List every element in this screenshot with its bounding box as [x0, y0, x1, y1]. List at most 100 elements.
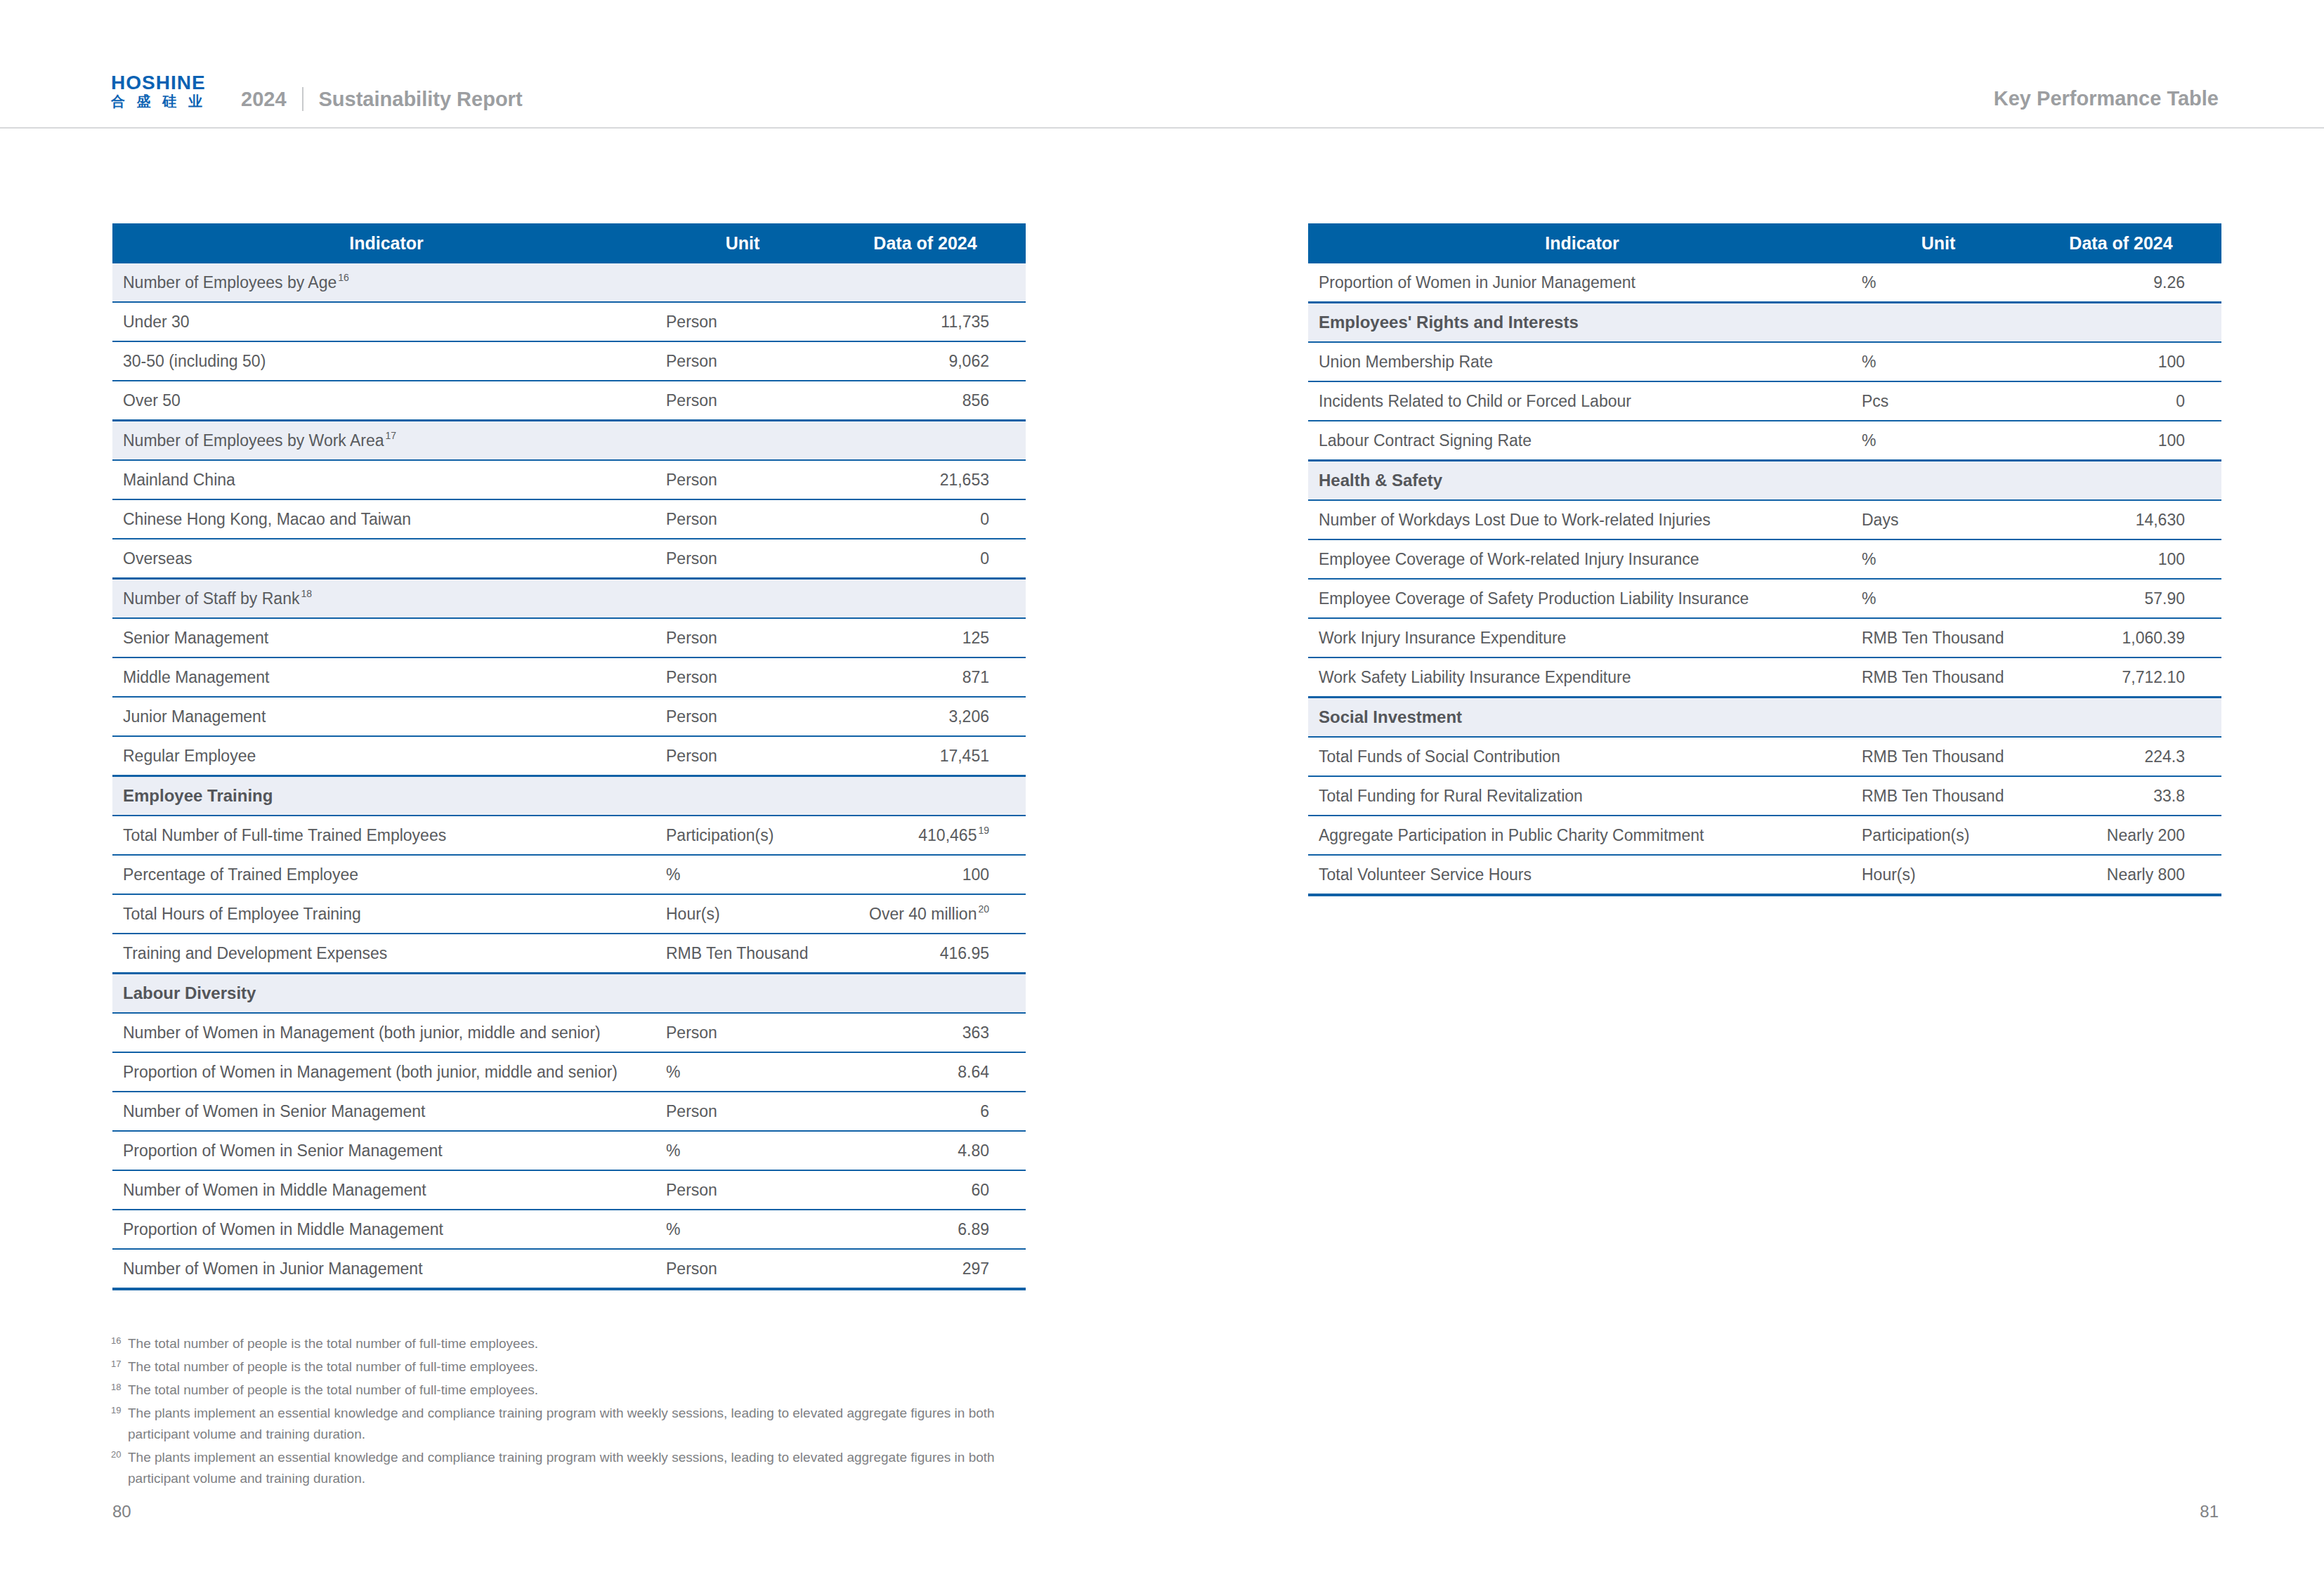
indicator-cell: Employees' Rights and Interests	[1308, 303, 1856, 341]
footnote: 19The plants implement an essential know…	[111, 1403, 1038, 1445]
table-row: Aggregate Participation in Public Charit…	[1308, 815, 2221, 854]
unit-cell: %	[1856, 540, 2021, 578]
value-text: 57.90	[2144, 589, 2185, 608]
footnote-text: The total number of people is the total …	[128, 1380, 1034, 1401]
unit-cell: RMB Ten Thousand	[1856, 619, 2021, 657]
footnote: 16The total number of people is the tota…	[111, 1333, 1038, 1354]
table-row: Total Volunteer Service HoursHour(s)Near…	[1308, 854, 2221, 894]
value-cell	[825, 777, 1026, 815]
unit-cell: %	[660, 1132, 825, 1170]
indicator-cell: Total Number of Full-time Trained Employ…	[112, 816, 660, 854]
indicator-label: Proportion of Women in Middle Management	[123, 1220, 443, 1239]
footnote-reference: 18	[301, 589, 312, 598]
indicator-label: Labour Diversity	[123, 983, 256, 1003]
logo-chinese-char: 业	[188, 93, 202, 110]
footnote-number: 17	[111, 1359, 128, 1380]
indicator-label: Employee Coverage of Work-related Injury…	[1319, 550, 1699, 569]
logo-chinese-char: 合	[111, 93, 125, 110]
table-row: Total Number of Full-time Trained Employ…	[112, 815, 1026, 854]
indicator-cell: Percentage of Trained Employee	[112, 856, 660, 894]
unit-cell: RMB Ten Thousand	[1856, 738, 2021, 776]
value-cell: 100	[2021, 540, 2221, 578]
unit-cell: RMB Ten Thousand	[660, 934, 825, 972]
table-row: Proportion of Women in Junior Management…	[1308, 263, 2221, 301]
footnote-reference: 19	[978, 825, 989, 835]
section-header-row: Number of Employees by Age16	[112, 263, 1026, 301]
table-row: Number of Women in Middle Management Pers…	[112, 1170, 1026, 1209]
report-year: 2024	[241, 88, 287, 111]
value-text: 871	[962, 668, 989, 687]
value-cell: 856	[825, 381, 1026, 419]
indicator-cell: Social Investment	[1308, 698, 1856, 736]
unit-cell	[660, 421, 825, 459]
table-row: Middle ManagementPerson871	[112, 657, 1026, 696]
value-text: 856	[962, 391, 989, 410]
value-cell	[825, 263, 1026, 301]
table-body: Proportion of Women in Junior Management…	[1308, 263, 2221, 894]
indicator-label: Total Volunteer Service Hours	[1319, 865, 1532, 884]
value-text: 100	[2158, 431, 2185, 450]
logo-chinese-char: 盛	[137, 93, 151, 110]
value-cell: 100	[825, 856, 1026, 894]
value-cell: 17,451	[825, 737, 1026, 775]
indicator-label: Total Funding for Rural Revitalization	[1319, 787, 1583, 806]
footnote-number: 16	[111, 1336, 128, 1357]
indicator-cell: Labour Contract Signing Rate	[1308, 421, 1856, 459]
value-cell: 0	[825, 539, 1026, 577]
indicator-cell: Number of Women in Management (both juni…	[112, 1014, 660, 1052]
value-cell: 57.90	[2021, 580, 2221, 617]
section-header-row: Social Investment	[1308, 696, 2221, 736]
indicator-label: Proportion of Women in Junior Management	[1319, 273, 1636, 292]
value-cell: 4.80	[825, 1132, 1026, 1170]
value-cell: 100	[2021, 421, 2221, 459]
indicator-label: Percentage of Trained Employee	[123, 865, 358, 884]
value-cell: 0	[2021, 382, 2221, 420]
indicator-cell: Labour Diversity	[112, 974, 660, 1012]
unit-cell: Person	[660, 539, 825, 577]
indicator-label: Number of Staff by Rank	[123, 589, 299, 608]
unit-cell: Person	[660, 1250, 825, 1288]
table-row: Proportion of Women in Senior Management…	[112, 1130, 1026, 1170]
value-cell	[825, 974, 1026, 1012]
value-text: 11,735	[941, 313, 989, 332]
indicator-cell: Proportion of Women in Senior Management	[112, 1132, 660, 1170]
value-cell: 14,630	[2021, 501, 2221, 539]
indicator-label: Under 30	[123, 313, 190, 332]
indicator-label: Over 50	[123, 391, 181, 410]
value-cell: 6	[825, 1092, 1026, 1130]
value-cell: 100	[2021, 343, 2221, 381]
column-header-indicator: Indicator	[1308, 233, 1856, 254]
indicator-cell: Overseas	[112, 539, 660, 577]
indicator-cell: Proportion of Women in Junior Management	[1308, 263, 1856, 301]
unit-cell: Participation(s)	[1856, 816, 2021, 854]
indicator-label: Total Number of Full-time Trained Employ…	[123, 826, 446, 845]
section-header-row: Employee Training	[112, 775, 1026, 815]
indicator-label: Number of Women in Management (both juni…	[123, 1023, 601, 1042]
indicator-cell: Number of Workdays Lost Due to Work-rela…	[1308, 501, 1856, 539]
column-header-data: Data of 2024	[2021, 233, 2221, 254]
unit-cell	[660, 777, 825, 815]
indicator-label: Number of Workdays Lost Due to Work-rela…	[1319, 511, 1711, 530]
table-row: Number of Women in Junior ManagementPers…	[112, 1248, 1026, 1288]
indicator-label: Overseas	[123, 549, 192, 568]
indicator-label: Mainland China	[123, 471, 235, 490]
value-text: 100	[2158, 550, 2185, 569]
indicator-cell: Under 30	[112, 303, 660, 341]
value-cell: 8.64	[825, 1053, 1026, 1091]
table-row: Chinese Hong Kong, Macao and TaiwanPerso…	[112, 499, 1026, 538]
indicator-cell: Work Safety Liability Insurance Expendit…	[1308, 658, 1856, 696]
footnote-text: The plants implement an essential knowle…	[128, 1403, 1034, 1445]
footnotes: 16 The total number of people is the tota…	[111, 1333, 1038, 1491]
indicator-cell: Proportion of Women in Middle Management	[112, 1210, 660, 1248]
indicator-cell: Total Hours of Employee Training	[112, 895, 660, 933]
unit-cell: Person	[660, 1171, 825, 1209]
indicator-label: Employee Training	[123, 786, 273, 806]
value-text: 8.64	[958, 1063, 989, 1082]
value-cell: 1,060.39	[2021, 619, 2221, 657]
indicator-label: Number of Women in Middle Management	[123, 1181, 426, 1200]
table-row: Under 30Person11,735	[112, 301, 1026, 341]
indicator-cell: Over 50	[112, 381, 660, 419]
value-cell: 0	[825, 500, 1026, 538]
indicator-cell: Total Volunteer Service Hours	[1308, 856, 1856, 894]
indicator-label: Junior Management	[123, 707, 266, 726]
